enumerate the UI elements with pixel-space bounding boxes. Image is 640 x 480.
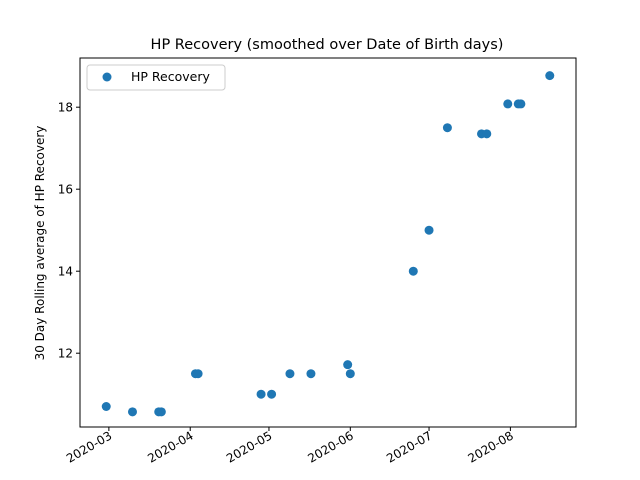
legend-label: HP Recovery bbox=[131, 69, 210, 84]
x-tick-label: 2020-04 bbox=[145, 428, 195, 465]
data-point bbox=[545, 71, 555, 81]
data-point bbox=[101, 402, 111, 411]
legend: HP Recovery bbox=[86, 64, 226, 91]
data-point bbox=[516, 99, 526, 109]
data-point bbox=[408, 266, 418, 276]
axis-ticks: 2020-03 2020-04 2020-05 2020-06 2020-07 2020-… bbox=[58, 101, 516, 466]
y-tick-label: 18 bbox=[58, 101, 73, 115]
y-axis-label: 30 Day Rolling average of HP Recovery bbox=[33, 126, 47, 361]
data-point bbox=[424, 225, 434, 235]
x-tick-label: 2020-08 bbox=[465, 428, 515, 465]
chart-title: HP Recovery (smoothed over Date of Birth… bbox=[151, 37, 504, 53]
data-point bbox=[503, 99, 513, 109]
data-point bbox=[442, 123, 452, 133]
data-point bbox=[267, 389, 277, 399]
legend-marker bbox=[102, 72, 112, 82]
data-point bbox=[127, 407, 137, 417]
y-tick-label: 16 bbox=[58, 183, 73, 197]
data-point bbox=[285, 369, 295, 379]
data-point bbox=[256, 389, 266, 399]
y-tick-label: 12 bbox=[58, 347, 73, 361]
y-tick-label: 14 bbox=[58, 265, 73, 279]
data-points bbox=[101, 71, 555, 417]
data-point bbox=[345, 369, 355, 379]
data-point bbox=[343, 360, 353, 370]
data-point bbox=[156, 407, 166, 417]
data-point bbox=[306, 369, 316, 379]
data-point bbox=[482, 129, 492, 139]
x-tick-label: 2020-06 bbox=[305, 428, 355, 465]
x-tick-label: 2020-07 bbox=[384, 428, 434, 465]
data-point bbox=[193, 369, 203, 379]
legend-box bbox=[86, 64, 226, 91]
x-tick-label: 2020-05 bbox=[224, 428, 274, 465]
x-tick-label: 2020-03 bbox=[64, 428, 114, 465]
plot-frame bbox=[79, 57, 577, 428]
